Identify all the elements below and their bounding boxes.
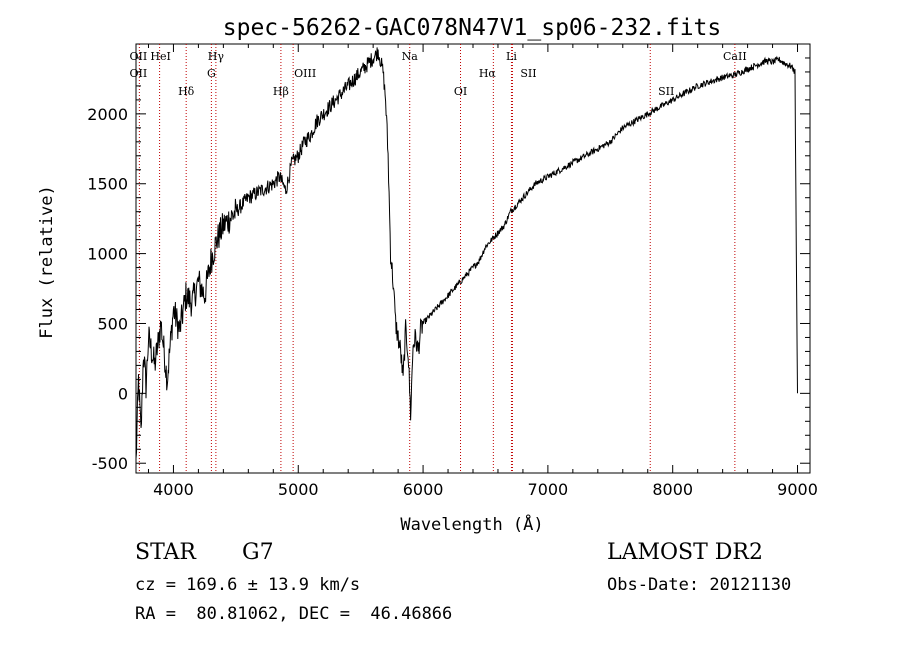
line-marker-label: OII xyxy=(130,67,148,80)
line-marker-label: CaII xyxy=(723,50,747,63)
line-marker-label: Hδ xyxy=(178,85,195,98)
x-axis-label: Wavelength (Å) xyxy=(400,513,543,535)
line-marker-label: Hα xyxy=(479,67,497,80)
x-tick-label: 6000 xyxy=(403,480,444,499)
line-marker-label: Hβ xyxy=(273,85,289,98)
axis-ticks xyxy=(136,44,810,473)
line-marker-label: OI xyxy=(454,85,467,98)
y-tick-label: 0 xyxy=(118,384,128,403)
x-tick-label: 5000 xyxy=(278,480,319,499)
redshift-text: cz = 169.6 ± 13.9 km/s xyxy=(135,575,361,595)
axis-tick-labels: 4000 5000 6000 7000 8000 9000 -500 0 500 1000 1500… xyxy=(87,105,818,499)
chart-title: spec-56262-GAC078N47V1_sp06-232.fits xyxy=(223,15,722,41)
object-type: STAR xyxy=(135,540,196,565)
obs-date: Obs-Date: 20121130 xyxy=(607,575,792,595)
line-marker-label: OIII xyxy=(294,67,316,80)
line-marker-label: Na xyxy=(402,50,419,63)
line-marker-label: G xyxy=(207,67,216,80)
line-marker-label: Hγ xyxy=(208,50,225,63)
line-marker-label: SII xyxy=(658,85,674,98)
line-marker-label: OII xyxy=(130,50,148,63)
line-marker-label: SII xyxy=(520,67,536,80)
y-tick-label: -500 xyxy=(92,454,128,473)
y-tick-label: 1500 xyxy=(87,175,128,194)
y-axis-label: Flux (relative) xyxy=(37,185,57,339)
x-tick-label: 9000 xyxy=(777,480,818,499)
spectrum-line xyxy=(135,47,798,459)
line-marker-label: HeI xyxy=(150,50,170,63)
y-tick-label: 500 xyxy=(97,314,128,333)
y-tick-label: 1000 xyxy=(87,245,128,264)
survey-name: LAMOST DR2 xyxy=(607,540,763,565)
x-tick-label: 7000 xyxy=(528,480,569,499)
x-tick-label: 8000 xyxy=(652,480,693,499)
object-subclass: G7 xyxy=(242,540,274,565)
spectral-line-markers xyxy=(138,44,736,473)
y-tick-label: 2000 xyxy=(87,105,128,124)
ra-dec: RA = 80.81062, DEC = 46.46866 xyxy=(135,604,453,624)
line-marker-label: Li xyxy=(506,50,517,63)
x-tick-label: 4000 xyxy=(153,480,194,499)
plot-frame xyxy=(135,43,811,474)
